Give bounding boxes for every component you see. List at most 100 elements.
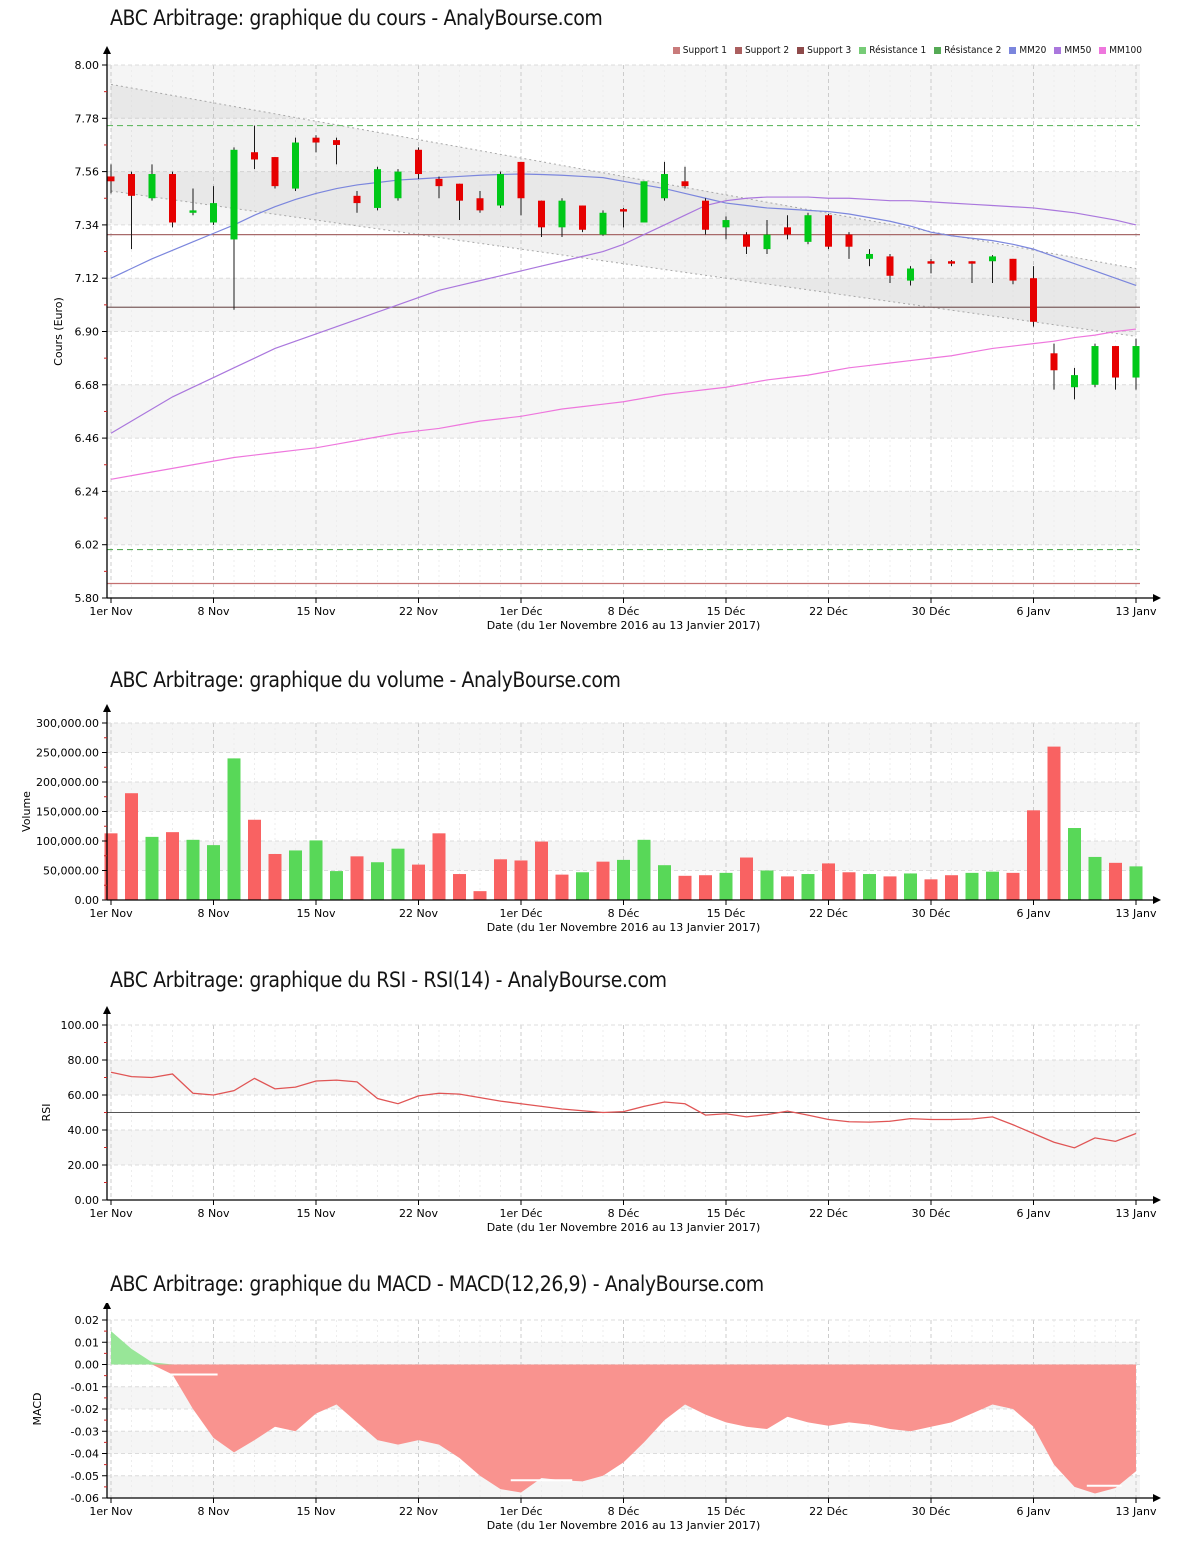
- svg-text:22 Déc: 22 Déc: [809, 907, 848, 920]
- svg-text:6.02: 6.02: [75, 539, 100, 552]
- vertical-gridlines: [110, 1025, 1137, 1200]
- volume-chart-plot: 300,000.00 250,000.00 200,000.00 150,000.00…: [20, 704, 1161, 934]
- macd-chart-title: ABC Arbitrage: graphique du MACD - MACD(…: [110, 1272, 764, 1296]
- svg-text:300,000.00: 300,000.00: [36, 717, 99, 730]
- svg-text:22 Nov: 22 Nov: [399, 907, 438, 920]
- svg-text:15 Nov: 15 Nov: [297, 907, 336, 920]
- svg-text:-0.02: -0.02: [71, 1403, 99, 1416]
- svg-text:15 Déc: 15 Déc: [707, 1207, 746, 1220]
- svg-text:13 Janv: 13 Janv: [1116, 1207, 1157, 1220]
- svg-text:200,000.00: 200,000.00: [36, 776, 99, 789]
- legend-swatch-icon: [1009, 47, 1017, 54]
- legend-swatch-icon: [1099, 47, 1107, 54]
- legend-item: MM20: [1009, 45, 1046, 56]
- svg-text:6.68: 6.68: [75, 379, 100, 392]
- svg-text:1er Nov: 1er Nov: [89, 1207, 133, 1220]
- x-axis-title: Date (du 1er Novembre 2016 au 13 Janvier…: [487, 619, 761, 632]
- svg-text:7.12: 7.12: [75, 272, 100, 285]
- svg-text:8 Nov: 8 Nov: [198, 1207, 230, 1220]
- svg-text:0.02: 0.02: [75, 1314, 100, 1327]
- svg-text:6 Janv: 6 Janv: [1017, 1505, 1051, 1518]
- svg-text:0.01: 0.01: [75, 1336, 100, 1349]
- y-axis-title: Cours (Euro): [52, 297, 65, 366]
- svg-text:6 Janv: 6 Janv: [1017, 907, 1051, 920]
- svg-text:8 Déc: 8 Déc: [608, 1505, 640, 1518]
- svg-text:6.90: 6.90: [75, 326, 100, 339]
- svg-text:1er Nov: 1er Nov: [89, 1505, 133, 1518]
- svg-text:22 Déc: 22 Déc: [809, 1505, 848, 1518]
- legend-item: MM50: [1054, 45, 1091, 56]
- svg-text:-0.01: -0.01: [71, 1381, 99, 1394]
- legend-item: Support 1: [672, 45, 727, 56]
- axes: 0.02 0.01 0.00 -0.01 -0.02 -0.03 -0.04 -0.05 -0.…: [31, 1303, 1161, 1532]
- y-axis-title: MACD: [31, 1393, 44, 1426]
- svg-text:13 Janv: 13 Janv: [1116, 907, 1157, 920]
- svg-text:22 Déc: 22 Déc: [809, 1207, 848, 1220]
- legend-swatch-icon: [734, 47, 742, 54]
- svg-text:-0.05: -0.05: [71, 1470, 99, 1483]
- svg-text:1er Déc: 1er Déc: [499, 1505, 542, 1518]
- svg-text:100,000.00: 100,000.00: [36, 835, 99, 848]
- support-resistance-lines: [107, 124, 1140, 585]
- svg-text:20.00: 20.00: [68, 1159, 100, 1172]
- svg-text:7.56: 7.56: [75, 166, 100, 179]
- axes: 8.00 7.78 7.56 7.34 7.12 6.90 6.68 6.46 6.24 6.02…: [52, 46, 1161, 632]
- volume-chart-title: ABC Arbitrage: graphique du volume - Ana…: [110, 668, 621, 692]
- svg-text:5.80: 5.80: [75, 592, 100, 605]
- svg-text:22 Nov: 22 Nov: [399, 605, 438, 618]
- rsi-chart-title: ABC Arbitrage: graphique du RSI - RSI(14…: [110, 968, 667, 992]
- svg-text:100.00: 100.00: [61, 1019, 100, 1032]
- moving-average-lines: [110, 173, 1137, 480]
- y-axis-title: RSI: [40, 1104, 53, 1122]
- svg-text:30 Déc: 30 Déc: [912, 907, 951, 920]
- legend-item: Résistance 2: [934, 45, 1001, 56]
- svg-text:15 Déc: 15 Déc: [707, 1505, 746, 1518]
- axes: 300,000.00 250,000.00 200,000.00 150,000.00…: [20, 704, 1161, 934]
- svg-text:13 Janv: 13 Janv: [1116, 605, 1157, 618]
- legend-swatch-icon: [672, 47, 680, 54]
- legend-swatch-icon: [797, 47, 805, 54]
- svg-text:8 Déc: 8 Déc: [608, 1207, 640, 1220]
- svg-text:40.00: 40.00: [68, 1124, 100, 1137]
- svg-text:15 Nov: 15 Nov: [297, 1505, 336, 1518]
- legend-item: MM100: [1099, 45, 1142, 56]
- svg-text:1er Déc: 1er Déc: [499, 907, 542, 920]
- macd-chart-plot: 0.02 0.01 0.00 -0.01 -0.02 -0.03 -0.04 -0.05 -0.…: [31, 1303, 1161, 1532]
- legend-swatch-icon: [934, 47, 942, 54]
- x-axis-title: Date (du 1er Novembre 2016 au 13 Janvier…: [487, 921, 761, 934]
- svg-text:1er Déc: 1er Déc: [499, 605, 542, 618]
- price-chart-legend: Support 1 Support 2 Support 3 Résistance 1 R…: [672, 45, 1142, 56]
- svg-text:8.00: 8.00: [75, 59, 100, 72]
- svg-text:0.00: 0.00: [75, 1194, 100, 1207]
- candlesticks: [107, 125, 1140, 400]
- svg-text:8 Déc: 8 Déc: [608, 605, 640, 618]
- svg-text:30 Déc: 30 Déc: [912, 605, 951, 618]
- svg-text:15 Déc: 15 Déc: [707, 907, 746, 920]
- legend-item: Support 2: [734, 45, 789, 56]
- x-axis-title: Date (du 1er Novembre 2016 au 13 Janvier…: [487, 1519, 761, 1532]
- svg-text:150,000.00: 150,000.00: [36, 806, 99, 819]
- svg-text:0.00: 0.00: [75, 894, 100, 907]
- svg-text:15 Nov: 15 Nov: [297, 605, 336, 618]
- legend-item: Résistance 1: [859, 45, 926, 56]
- svg-text:7.78: 7.78: [75, 112, 100, 125]
- svg-text:-0.03: -0.03: [71, 1425, 99, 1438]
- legend-swatch-icon: [859, 47, 867, 54]
- legend-swatch-icon: [1054, 47, 1062, 54]
- y-axis-title: Volume: [20, 791, 33, 832]
- svg-text:15 Nov: 15 Nov: [297, 1207, 336, 1220]
- svg-text:-0.04: -0.04: [71, 1448, 99, 1461]
- svg-text:22 Nov: 22 Nov: [399, 1207, 438, 1220]
- svg-text:22 Nov: 22 Nov: [399, 1505, 438, 1518]
- svg-text:8 Nov: 8 Nov: [198, 907, 230, 920]
- svg-text:80.00: 80.00: [68, 1054, 100, 1067]
- svg-text:6 Janv: 6 Janv: [1017, 1207, 1051, 1220]
- svg-text:60.00: 60.00: [68, 1089, 100, 1102]
- svg-text:0.00: 0.00: [75, 1359, 100, 1372]
- svg-text:6.46: 6.46: [75, 432, 100, 445]
- svg-text:1er Nov: 1er Nov: [89, 605, 133, 618]
- svg-text:15 Déc: 15 Déc: [707, 605, 746, 618]
- volume-bars: [104, 746, 1143, 900]
- legend-item: Support 3: [797, 45, 851, 56]
